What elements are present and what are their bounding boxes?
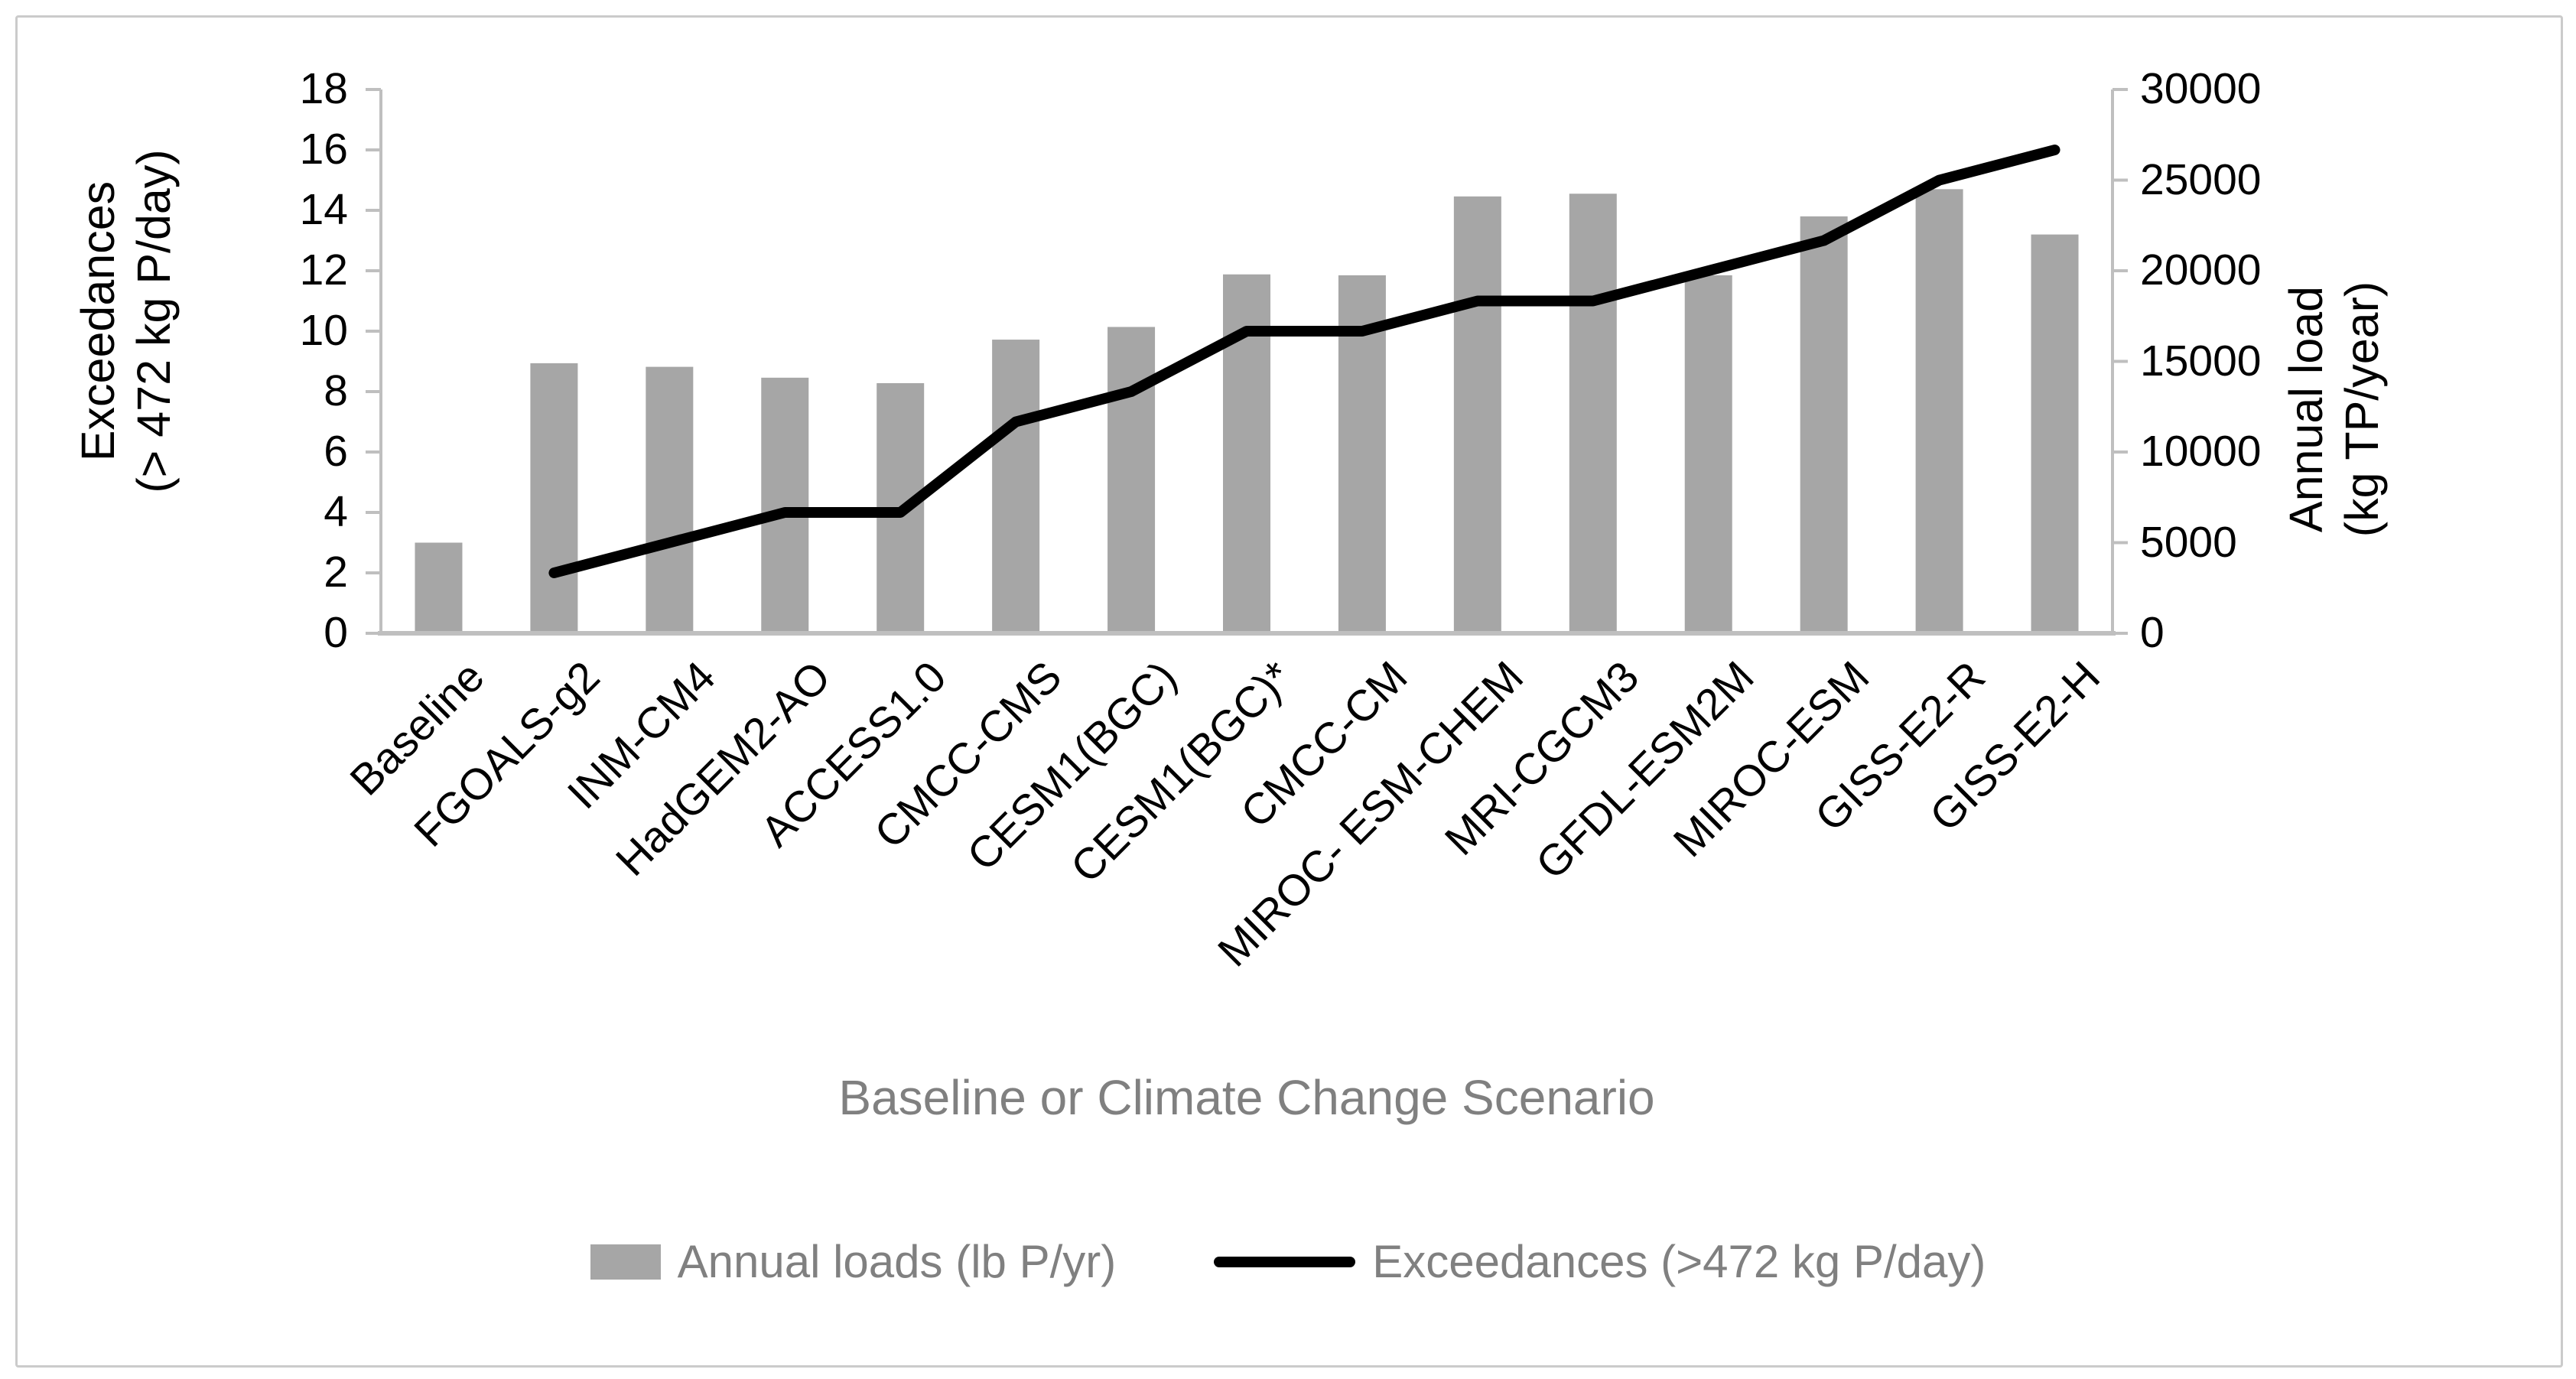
- left-axis-tick-label-4: 4: [324, 487, 348, 536]
- bar-GFDL-ESM2M: [1684, 275, 1732, 633]
- right-axis-title-line2: (kg TP/year): [2336, 281, 2388, 538]
- right-axis-tick-label-0: 0: [2140, 608, 2165, 657]
- right-axis-tick-label-20000: 20000: [2140, 246, 2262, 294]
- legend-item-exceedances: Exceedances (>472 kg P/day): [1214, 1235, 1986, 1288]
- left-axis-tick-label-18: 18: [299, 64, 348, 113]
- bar-GISS-E2-H: [2031, 234, 2079, 634]
- legend-label-exceedances: Exceedances (>472 kg P/day): [1372, 1236, 1986, 1287]
- left-axis-tick-label-14: 14: [299, 185, 348, 234]
- bar-CMCC-CMS: [992, 340, 1040, 633]
- right-axis-title-line1: Annual load: [2280, 285, 2332, 533]
- exceedances-line: [548, 145, 2060, 578]
- left-axis-tick-label-0: 0: [324, 608, 348, 657]
- right-axis-tick-label-5000: 5000: [2140, 517, 2237, 567]
- left-axis-tick-label-16: 16: [299, 125, 348, 174]
- bar-GISS-E2-R: [1915, 189, 1963, 634]
- left-axis-title-line1: Exceedances: [72, 181, 124, 462]
- line-series-swatch-icon: [1214, 1256, 1356, 1267]
- bar-CESM1(BGC): [1107, 327, 1156, 633]
- right-axis-tick-label-25000: 25000: [2140, 154, 2262, 204]
- x-axis-title: Baseline or Climate Change Scenario: [838, 1070, 1655, 1125]
- left-axis-tick-label-8: 8: [324, 366, 348, 415]
- bar-HadGEM2-AO: [761, 377, 809, 633]
- left-axis-tick-label-12: 12: [299, 246, 348, 294]
- right-axis-tick-label-30000: 30000: [2140, 64, 2262, 113]
- left-axis-tick-label-6: 6: [324, 427, 348, 476]
- bar-series-swatch-icon: [590, 1244, 661, 1280]
- left-axis-title-line2: (> 472 kg P/day): [128, 149, 180, 493]
- legend-item-annual-loads: Annual loads (lb P/yr): [590, 1235, 1117, 1288]
- right-axis-tick-label-10000: 10000: [2140, 427, 2262, 476]
- right-axis-title: Annual load (kg TP/year): [2278, 281, 2390, 537]
- bar-FGOALS-g2: [530, 363, 578, 633]
- bar-MIROC-ESM: [1800, 216, 1848, 633]
- bar-MIROC- ESM-CHEM: [1453, 196, 1501, 634]
- bar-INM-CM4: [646, 366, 694, 633]
- bar-MRI-CGCM3: [1569, 194, 1617, 633]
- left-axis-title: Exceedances (> 472 kg P/day): [70, 149, 182, 493]
- bar-Baseline: [415, 542, 463, 633]
- legend: Annual loads (lb P/yr) Exceedances (>472…: [0, 1235, 2576, 1288]
- figure-border: [15, 15, 2563, 1368]
- right-axis-tick-label-15000: 15000: [2140, 336, 2262, 385]
- left-axis-tick-label-10: 10: [299, 306, 348, 355]
- legend-label-annual-loads: Annual loads (lb P/yr): [677, 1236, 1117, 1287]
- left-axis-tick-label-2: 2: [324, 548, 348, 597]
